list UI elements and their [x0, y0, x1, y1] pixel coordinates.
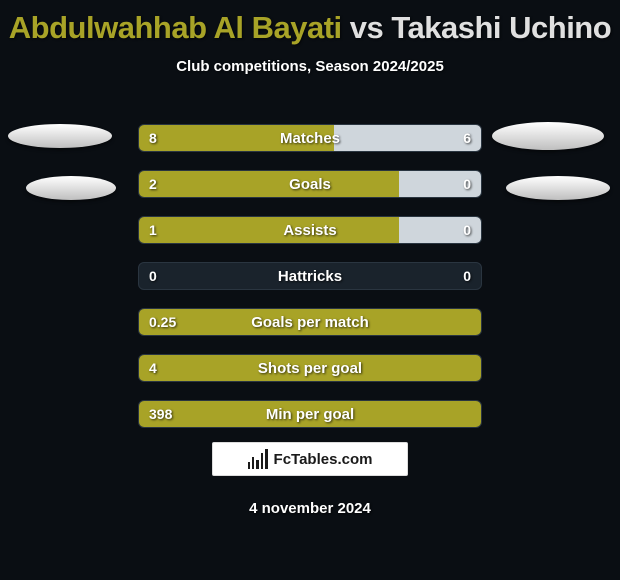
stat-value-right: 6: [463, 130, 471, 146]
stat-value-left: 2: [149, 176, 157, 192]
chart-icon: [248, 449, 268, 469]
stat-value-left: 0: [149, 268, 157, 284]
stat-value-right: 0: [463, 222, 471, 238]
stat-row-matches: Matches8 6: [138, 124, 482, 152]
source-badge[interactable]: FcTables.com: [212, 442, 408, 476]
club-logo-left_top: [8, 124, 112, 148]
club-logo-left_mid: [26, 176, 116, 200]
stat-label: Matches: [139, 130, 481, 147]
stat-label: Goals per match: [139, 314, 481, 331]
stat-label: Assists: [139, 222, 481, 239]
stat-label: Goals: [139, 176, 481, 193]
stat-row-goals: Goals2 0: [138, 170, 482, 198]
stat-value-right: 0: [463, 176, 471, 192]
player-left-name: Abdulwahhab Al Bayati: [9, 10, 342, 45]
club-logo-right_mid: [506, 176, 610, 200]
stat-label: Shots per goal: [139, 360, 481, 377]
stat-row-assists: Assists1 0: [138, 216, 482, 244]
source-badge-label: FcTables.com: [274, 451, 373, 468]
title-vs: vs: [350, 10, 383, 45]
stat-label: Min per goal: [139, 406, 481, 423]
stat-value-left: 1: [149, 222, 157, 238]
club-logo-right_top: [492, 122, 604, 150]
player-right-name: Takashi Uchino: [391, 10, 611, 45]
stat-value-left: 8: [149, 130, 157, 146]
stat-label: Hattricks: [139, 268, 481, 285]
stat-row-shots-per-goal: Shots per goal4: [138, 354, 482, 382]
comparison-title: Abdulwahhab Al Bayati vs Takashi Uchino: [0, 0, 620, 46]
stat-value-left: 398: [149, 406, 172, 422]
stats-panel: Matches86Goals20Assists10Hattricks00Goal…: [138, 124, 482, 446]
stat-row-min-per-goal: Min per goal398: [138, 400, 482, 428]
subtitle: Club competitions, Season 2024/2025: [0, 58, 620, 75]
stat-row-hattricks: Hattricks0 0: [138, 262, 482, 290]
stat-value-left: 0.25: [149, 314, 176, 330]
stat-value-left: 4: [149, 360, 157, 376]
stat-value-right: 0: [463, 268, 471, 284]
stat-row-goals-per-match: Goals per match0.25: [138, 308, 482, 336]
footer-date: 4 november 2024: [0, 500, 620, 517]
